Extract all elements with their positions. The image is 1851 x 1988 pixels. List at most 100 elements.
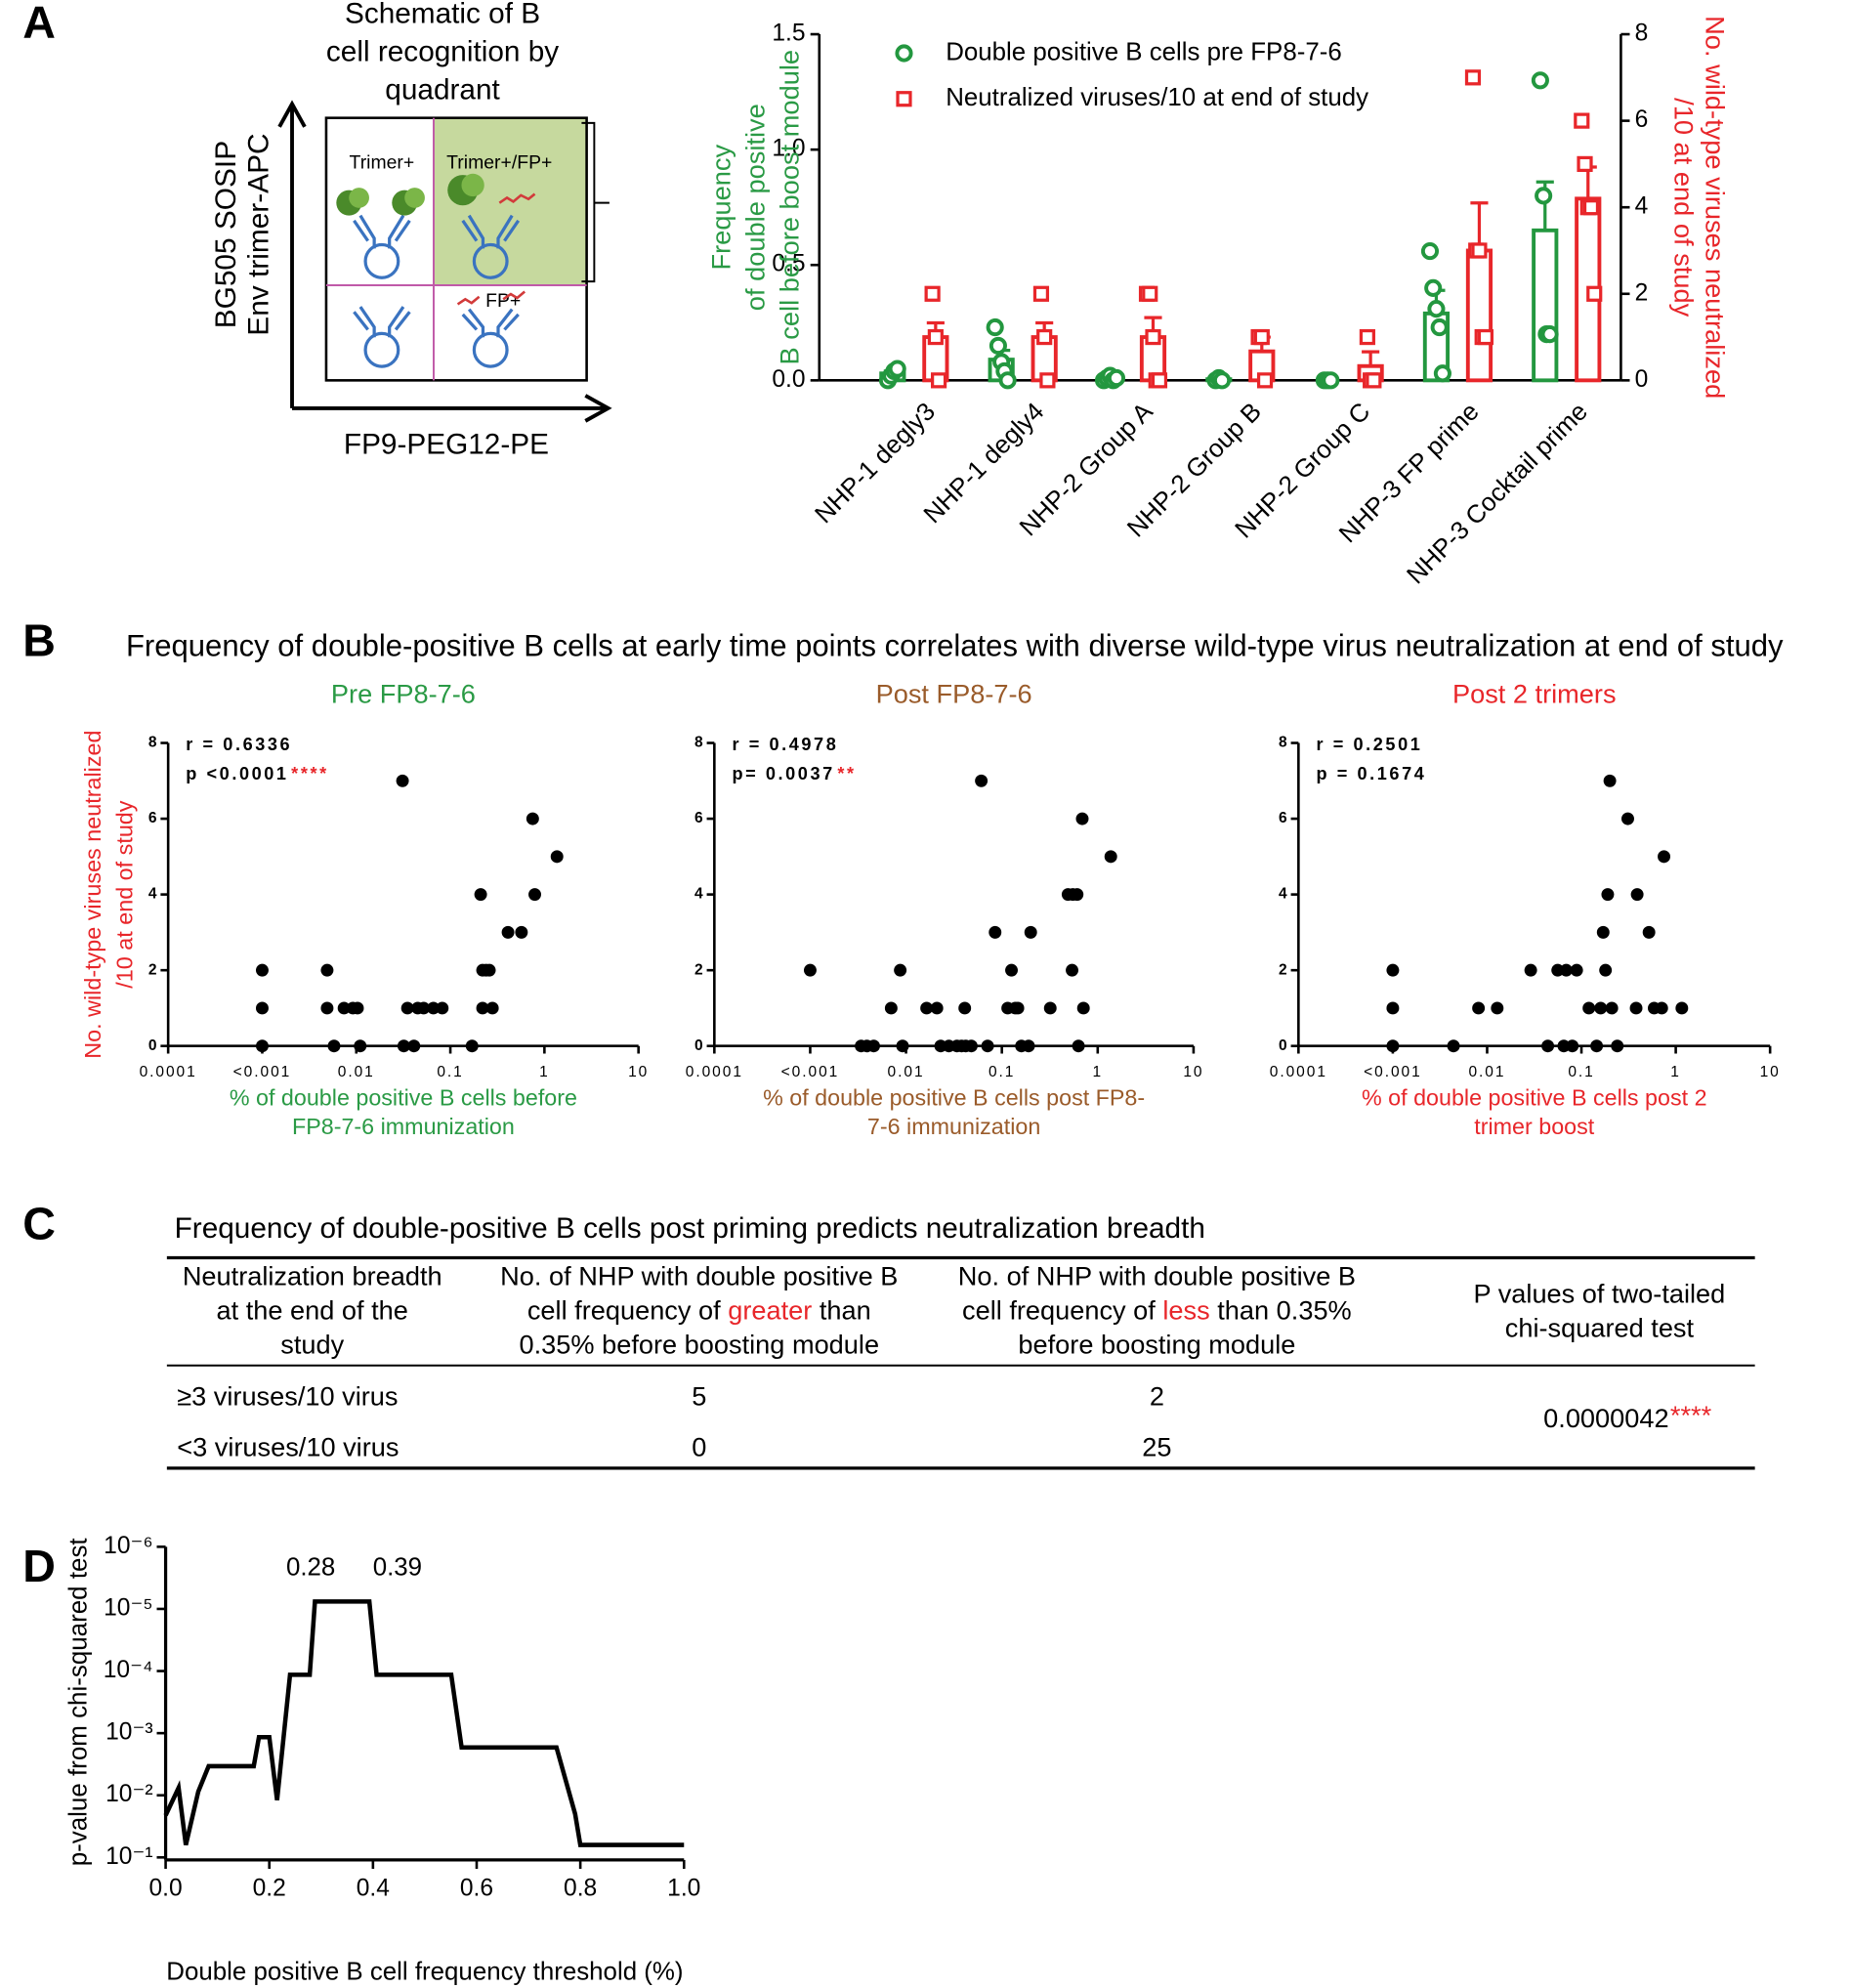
chart-title: Post FP8-7-6 <box>876 679 1032 709</box>
y-tick-label: 10⁻³ <box>105 1719 152 1746</box>
data-point <box>1560 963 1573 977</box>
quadrant-label: FP+ <box>485 290 521 312</box>
stat-r: r = 0.4978 <box>732 735 838 754</box>
table-header: at the end of the <box>217 1294 408 1325</box>
data-point <box>1601 888 1615 902</box>
data-point <box>1043 1001 1057 1015</box>
table-header-segment: cell frequency of <box>962 1294 1162 1325</box>
data-point <box>958 1001 972 1015</box>
data-point <box>320 963 334 977</box>
data-point <box>528 888 541 902</box>
schematic: Schematic of B cell recognition by quadr… <box>210 0 612 461</box>
table-p-value: 0.0000042 <box>1543 1403 1668 1433</box>
data-point <box>1655 1001 1668 1015</box>
data-point <box>924 285 941 302</box>
data-point <box>427 1001 441 1015</box>
x-tick-label: 1 <box>539 1064 550 1080</box>
table-header: 0.35% before boosting module <box>520 1329 880 1359</box>
line <box>163 1599 685 1847</box>
y-tick-label: 2 <box>148 961 157 978</box>
data-point <box>1386 963 1400 977</box>
data-point <box>351 1001 364 1015</box>
y2-tick-label: 4 <box>1635 193 1649 220</box>
data-point <box>1427 300 1446 318</box>
data-point <box>920 1001 934 1015</box>
data-point <box>931 372 947 389</box>
data-point <box>255 1039 269 1053</box>
data-point <box>1212 371 1232 390</box>
x-tick-label: 0.1 <box>1568 1064 1594 1080</box>
table-title: Frequency of double-positive B cells pos… <box>175 1212 1205 1245</box>
legend-label: Double positive B cells pre FP8-7-6 <box>946 38 1342 65</box>
x-tick-label: NHP-3 Cocktail prime <box>1402 398 1593 589</box>
x-tick-label: 0.6 <box>460 1875 493 1901</box>
schematic-title: cell recognition by <box>326 35 559 67</box>
data-point <box>884 1001 898 1015</box>
y-tick-label: 4 <box>1279 886 1287 903</box>
y-axis-label: p-value from chi-squared test <box>64 1538 92 1867</box>
data-point <box>1596 925 1610 939</box>
data-point <box>1256 372 1274 389</box>
data-point <box>354 1039 367 1053</box>
y2-tick-label: 6 <box>1635 106 1649 133</box>
data-point <box>483 963 496 977</box>
bar <box>1465 248 1493 383</box>
data-point <box>1253 328 1270 346</box>
bracket <box>581 121 610 283</box>
schematic-xlabel: FP9-PEG12-PE <box>344 429 549 461</box>
data-point <box>1675 1001 1689 1015</box>
y-tick-label: 8 <box>148 735 157 751</box>
y-axis-label: of double positive <box>740 104 771 311</box>
x-tick-label: 0.2 <box>253 1875 286 1901</box>
data-point <box>1433 364 1451 383</box>
y2-tick-label: 0 <box>1635 366 1649 393</box>
data-point <box>989 925 1002 939</box>
data-point <box>1603 774 1617 787</box>
table-header-segment: cell frequency of <box>527 1294 728 1325</box>
annotation: 0.39 <box>373 1553 422 1581</box>
table-cell: 2 <box>1150 1381 1164 1412</box>
data-point <box>474 888 487 902</box>
table-header: No. of NHP with double positive B <box>958 1260 1356 1290</box>
panel-label: B <box>22 615 56 666</box>
data-point <box>1011 1001 1025 1015</box>
y-tick-label: 10⁻⁵ <box>104 1594 153 1621</box>
y2-axis-label: /10 at end of study <box>1668 98 1699 317</box>
stat-p: p = 0.1674 <box>1316 764 1426 783</box>
error-bar <box>1470 201 1489 251</box>
data-point <box>1424 278 1443 297</box>
x-tick-label: 0.1 <box>989 1064 1015 1080</box>
table-header: P values of two-tailed <box>1474 1279 1726 1309</box>
data-point <box>1071 888 1084 902</box>
data-point <box>975 774 989 787</box>
schematic-axes <box>277 100 612 423</box>
data-point <box>407 1039 421 1053</box>
data-point <box>400 1001 414 1015</box>
table-header: No. of NHP with double positive B <box>500 1260 898 1290</box>
stat-r: r = 0.6336 <box>186 735 292 754</box>
x-tick-label: <0.001 <box>233 1064 292 1080</box>
table-cell: 5 <box>692 1381 706 1412</box>
table-header: Neutralization breadth <box>183 1260 442 1290</box>
y-tick-label: 0.5 <box>772 251 805 277</box>
table-cell: 0 <box>692 1432 706 1462</box>
y-tick-label: 6 <box>148 810 157 826</box>
table-header: before boosting module <box>1018 1329 1295 1359</box>
annotation: 0.28 <box>286 1553 335 1581</box>
x-tick-label: 0.0 <box>148 1875 182 1901</box>
data-point <box>1036 328 1053 346</box>
data-point <box>867 1039 880 1053</box>
chart-title: Post 2 trimers <box>1452 679 1617 709</box>
chart-title: Pre FP8-7-6 <box>331 679 476 709</box>
data-point <box>1491 1001 1504 1015</box>
data-point <box>1574 112 1590 129</box>
panel-label: A <box>22 0 56 47</box>
y2-axis-label: No. wild-type viruses neutralized <box>1701 16 1731 399</box>
data-point <box>320 1001 334 1015</box>
y-tick-label: 4 <box>148 886 157 903</box>
data-point <box>998 371 1017 390</box>
y-tick-label: 0 <box>694 1037 703 1054</box>
y-tick-label: 10⁻⁴ <box>104 1657 153 1683</box>
data-point <box>1359 328 1375 346</box>
